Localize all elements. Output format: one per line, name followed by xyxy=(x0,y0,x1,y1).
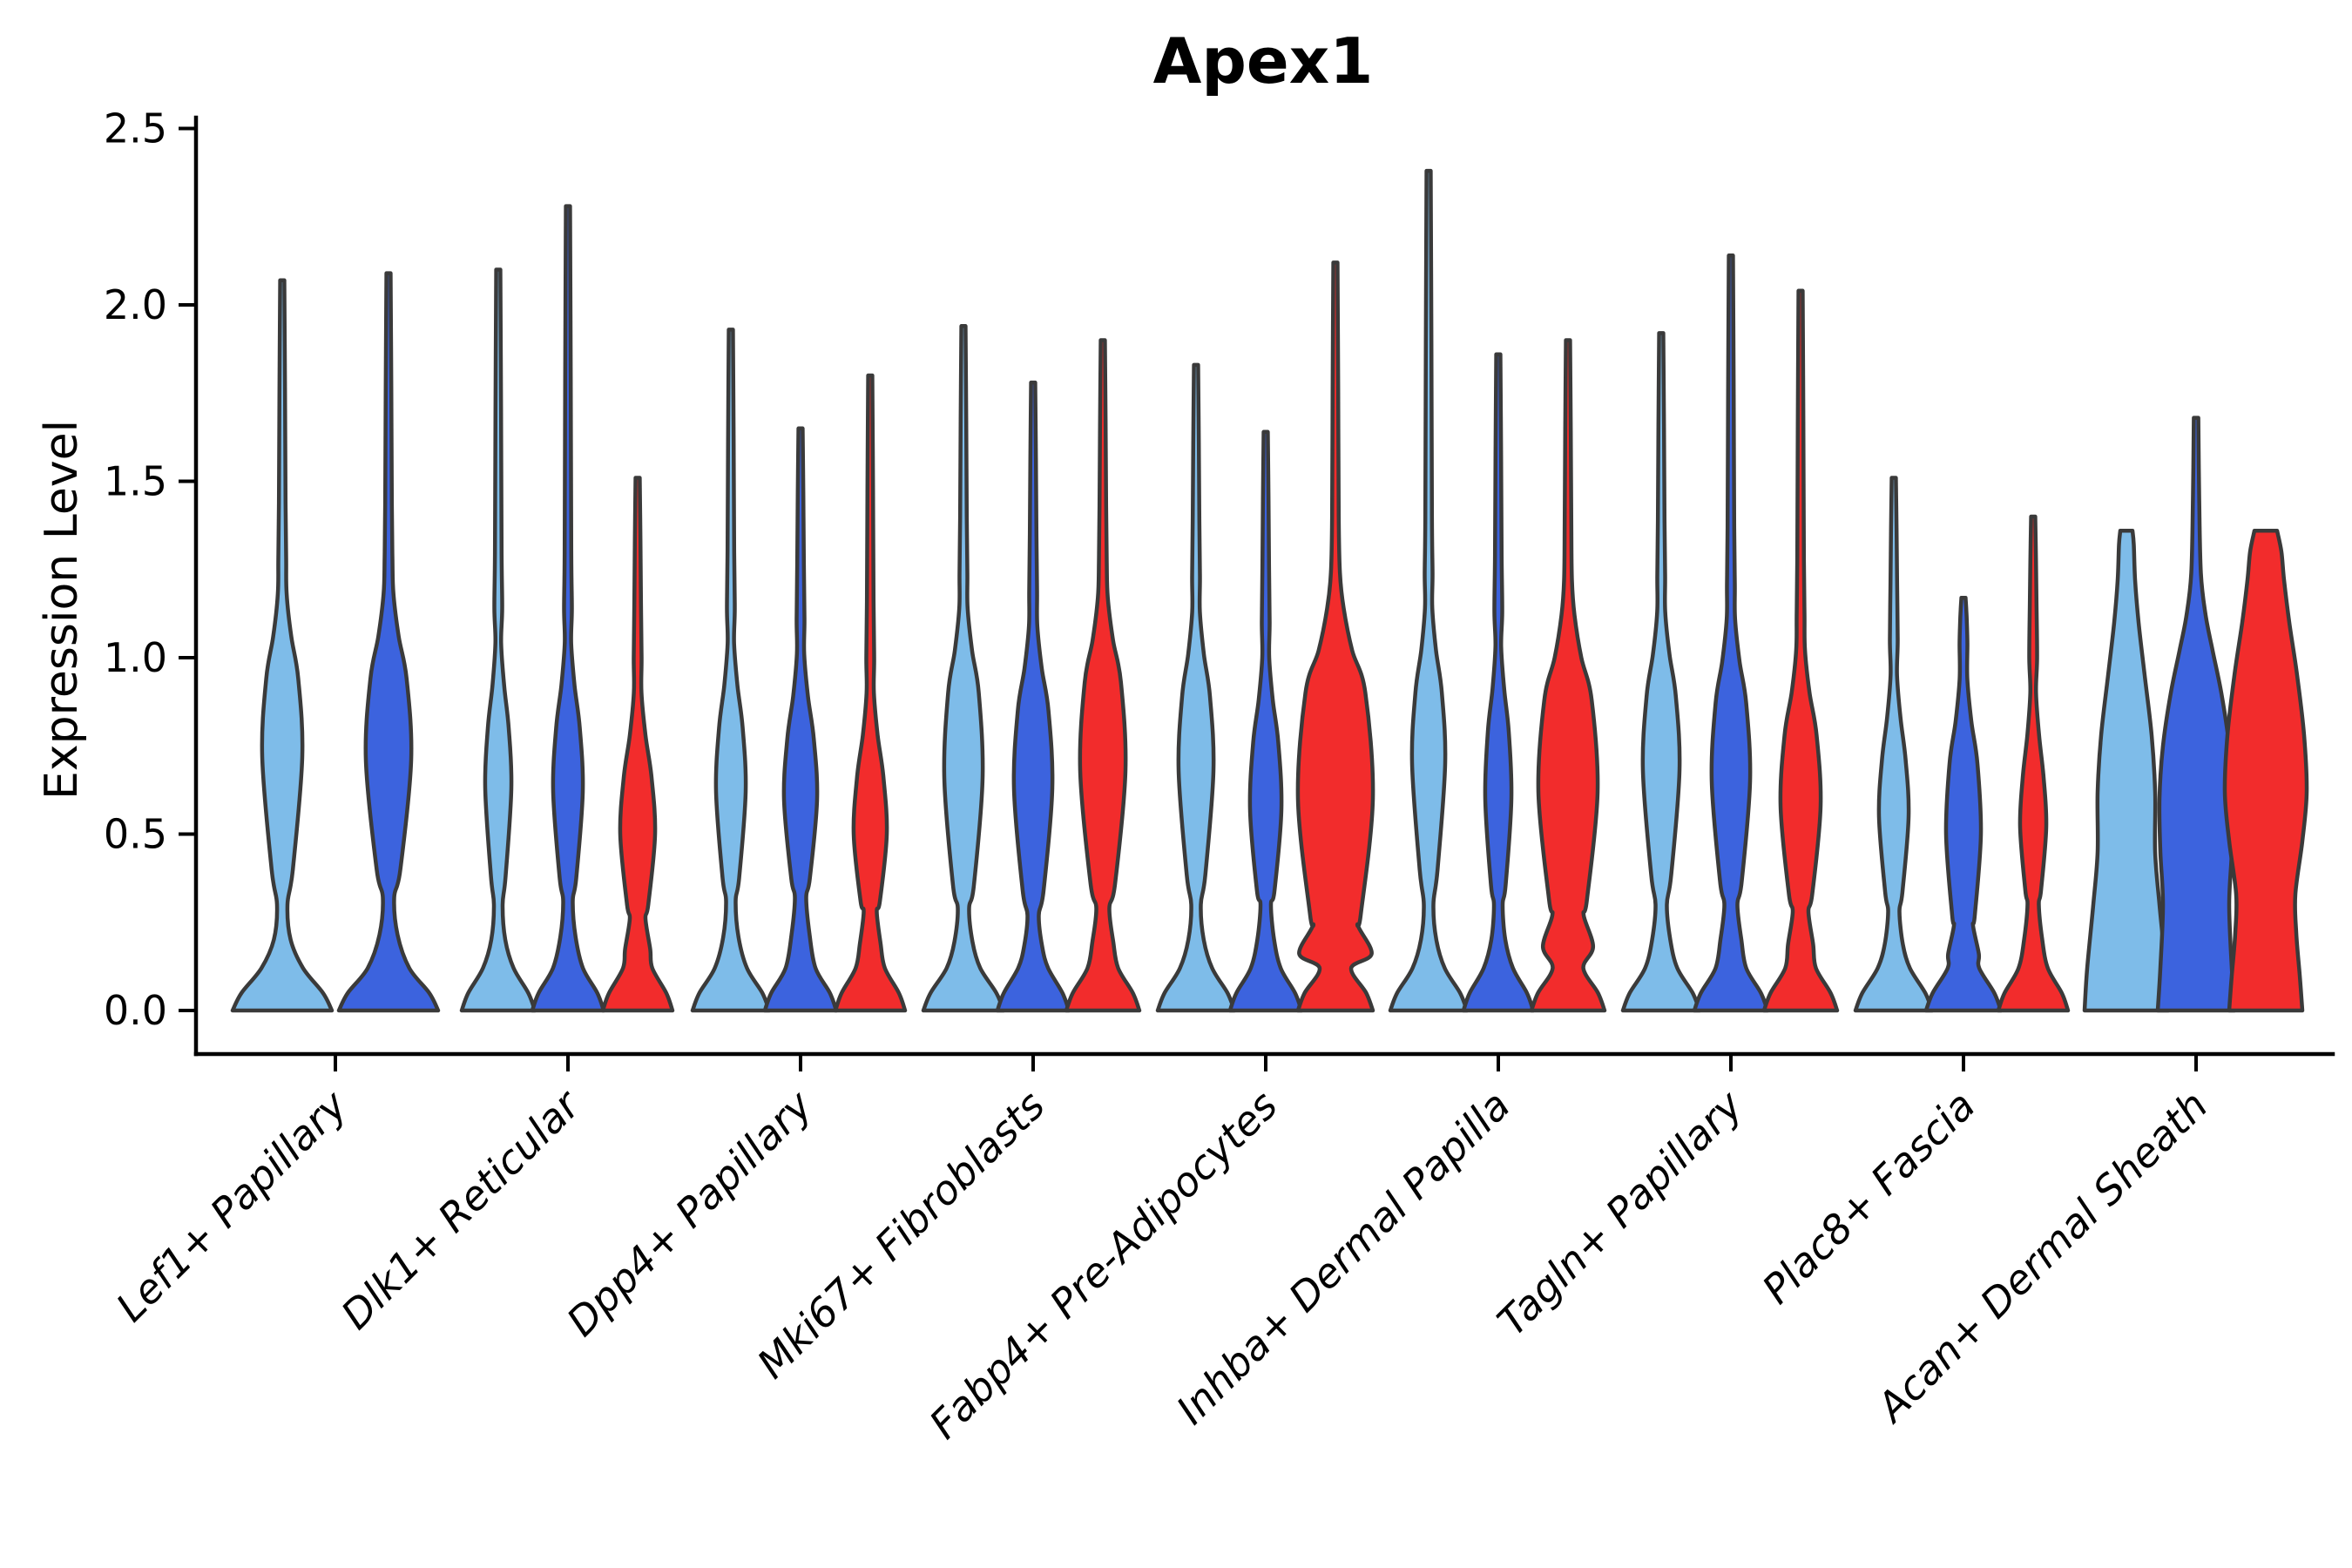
violin xyxy=(1692,253,1770,1013)
violin xyxy=(1064,338,1142,1013)
violin xyxy=(2082,528,2171,1013)
chart-title: Apex1 xyxy=(1153,24,1374,98)
y-tick-label: 2.0 xyxy=(104,281,167,328)
violin xyxy=(1461,352,1536,1013)
violin xyxy=(2222,528,2309,1013)
y-tick-label: 0.5 xyxy=(104,811,167,858)
violin xyxy=(2155,416,2237,1013)
violin xyxy=(762,426,839,1013)
x-tick-label: Plac8+ Fascia xyxy=(1753,1082,1984,1313)
violin xyxy=(1227,429,1304,1013)
violin xyxy=(1155,362,1237,1013)
violin xyxy=(530,204,606,1013)
y-tick-label: 2.5 xyxy=(104,105,167,152)
y-axis-label: Expression Level xyxy=(36,420,88,800)
violin xyxy=(1529,338,1607,1013)
violin xyxy=(1923,595,2004,1013)
violin xyxy=(1388,168,1470,1013)
violin xyxy=(921,324,1006,1013)
violin xyxy=(1853,476,1935,1013)
violin xyxy=(690,328,772,1013)
y-ticks-layer: 0.0 0.5 1.0 1.5 2.0 2.5 xyxy=(104,105,196,1034)
violin xyxy=(459,267,537,1013)
violin xyxy=(1761,288,1840,1013)
violins-layer xyxy=(230,168,2309,1013)
x-tick-label: Lef1+ Papillary xyxy=(107,1081,356,1330)
y-tick-label: 0.0 xyxy=(104,987,167,1034)
violin xyxy=(230,278,335,1013)
violin xyxy=(833,373,908,1013)
x-tick-label: Tagln+ Papillary xyxy=(1488,1081,1752,1345)
x-tick-label: Dlk1+ Reticular xyxy=(332,1079,591,1338)
x-tick-label: Dpp4+ Papillary xyxy=(558,1081,821,1345)
violin xyxy=(336,271,441,1013)
y-tick-label: 1.0 xyxy=(104,634,167,681)
y-tick-label: 1.5 xyxy=(104,458,167,505)
violin xyxy=(1620,331,1702,1013)
violin xyxy=(600,476,675,1013)
violin xyxy=(1295,260,1375,1013)
violin xyxy=(1996,514,2071,1013)
violin xyxy=(995,380,1071,1013)
